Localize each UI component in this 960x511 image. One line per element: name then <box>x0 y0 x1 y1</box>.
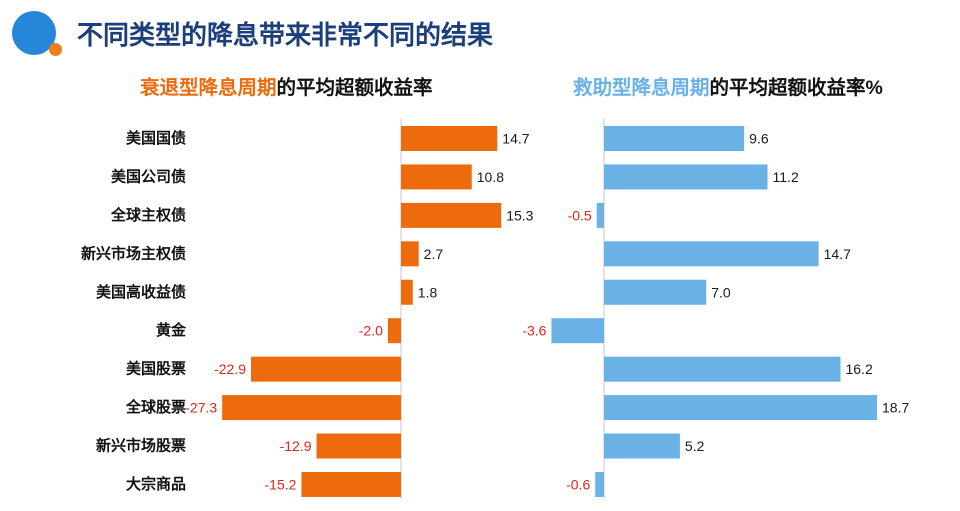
recession-bar-3 <box>401 241 419 267</box>
rescue-bar-8 <box>604 433 680 459</box>
rescue-value-label-9: -0.6 <box>566 476 590 492</box>
recession-value-label-7: -27.3 <box>185 400 217 416</box>
recession-bar-9 <box>301 471 401 497</box>
recession-bar-1 <box>401 164 472 190</box>
recession-value-label-3: 2.7 <box>424 246 444 262</box>
recession-bar-7 <box>222 395 401 421</box>
rescue-bar-6 <box>604 356 841 382</box>
category-label-3: 新兴市场主权债 <box>81 244 186 262</box>
recession-bar-2 <box>401 202 502 228</box>
recession-value-label-4: 1.8 <box>418 284 438 300</box>
slide-title: 不同类型的降息带来非常不同的结果 <box>77 20 494 50</box>
recession-bar-5 <box>387 318 401 344</box>
category-label-0: 美国国债 <box>126 129 186 147</box>
category-label-4: 美国高收益债 <box>96 283 186 301</box>
recession-bar-8 <box>316 433 401 459</box>
recession-value-label-6: -22.9 <box>214 361 246 377</box>
recession-bar-6 <box>251 356 401 382</box>
rescue-bar-7 <box>604 395 878 421</box>
recession-bar-4 <box>401 279 413 305</box>
rescue-value-label-0: 9.6 <box>749 131 769 147</box>
category-label-1: 美国公司债 <box>111 167 186 185</box>
rescue-value-label-2: -0.5 <box>568 207 592 223</box>
rescue-value-label-8: 5.2 <box>685 438 705 454</box>
rescue-value-label-3: 14.7 <box>824 246 851 262</box>
recession-value-label-1: 10.8 <box>477 169 504 185</box>
recession-value-label-5: -2.0 <box>359 323 383 339</box>
rescue-value-label-7: 18.7 <box>882 400 909 416</box>
rescue-bar-1 <box>604 164 768 190</box>
rescue-bar-4 <box>604 279 707 305</box>
rescue-bar-3 <box>604 241 819 267</box>
category-label-5: 黄金 <box>156 321 187 339</box>
rescue-value-label-1: 11.2 <box>773 169 799 185</box>
recession-value-label-8: -12.9 <box>280 438 312 454</box>
rescue-series-name: 救助型降息周期 <box>573 77 710 99</box>
rescue-chart-title: 救助型降息周期的平均超额收益率% <box>573 77 883 99</box>
recession-title-suffix: 的平均超额收益率 <box>276 77 433 99</box>
category-label-9: 大宗商品 <box>126 475 186 493</box>
recession-series-name: 衰退型降息周期 <box>140 77 277 99</box>
recession-value-label-0: 14.7 <box>502 131 529 147</box>
recession-chart-title: 衰退型降息周期的平均超额收益率 <box>140 77 433 99</box>
rescue-bar-9 <box>595 471 604 497</box>
recession-bar-0 <box>401 126 498 151</box>
rescue-bar-5 <box>551 318 604 344</box>
logo-circle-icon <box>12 11 56 55</box>
rescue-title-suffix: 的平均超额收益率% <box>709 77 883 99</box>
category-label-2: 全球主权债 <box>110 206 186 224</box>
category-label-6: 美国股票 <box>126 360 186 378</box>
rescue-value-label-6: 16.2 <box>846 361 873 377</box>
rescue-bar-0 <box>604 126 745 151</box>
category-label-8: 新兴市场股票 <box>96 437 186 455</box>
recession-value-label-2: 15.3 <box>506 207 533 223</box>
recession-value-label-9: -15.2 <box>265 476 297 492</box>
rescue-value-label-5: -3.6 <box>522 323 546 339</box>
logo-dot-icon <box>49 43 62 56</box>
rescue-value-label-4: 7.0 <box>711 284 731 300</box>
category-label-7: 全球股票 <box>125 398 186 416</box>
rescue-bar-2 <box>596 202 604 228</box>
